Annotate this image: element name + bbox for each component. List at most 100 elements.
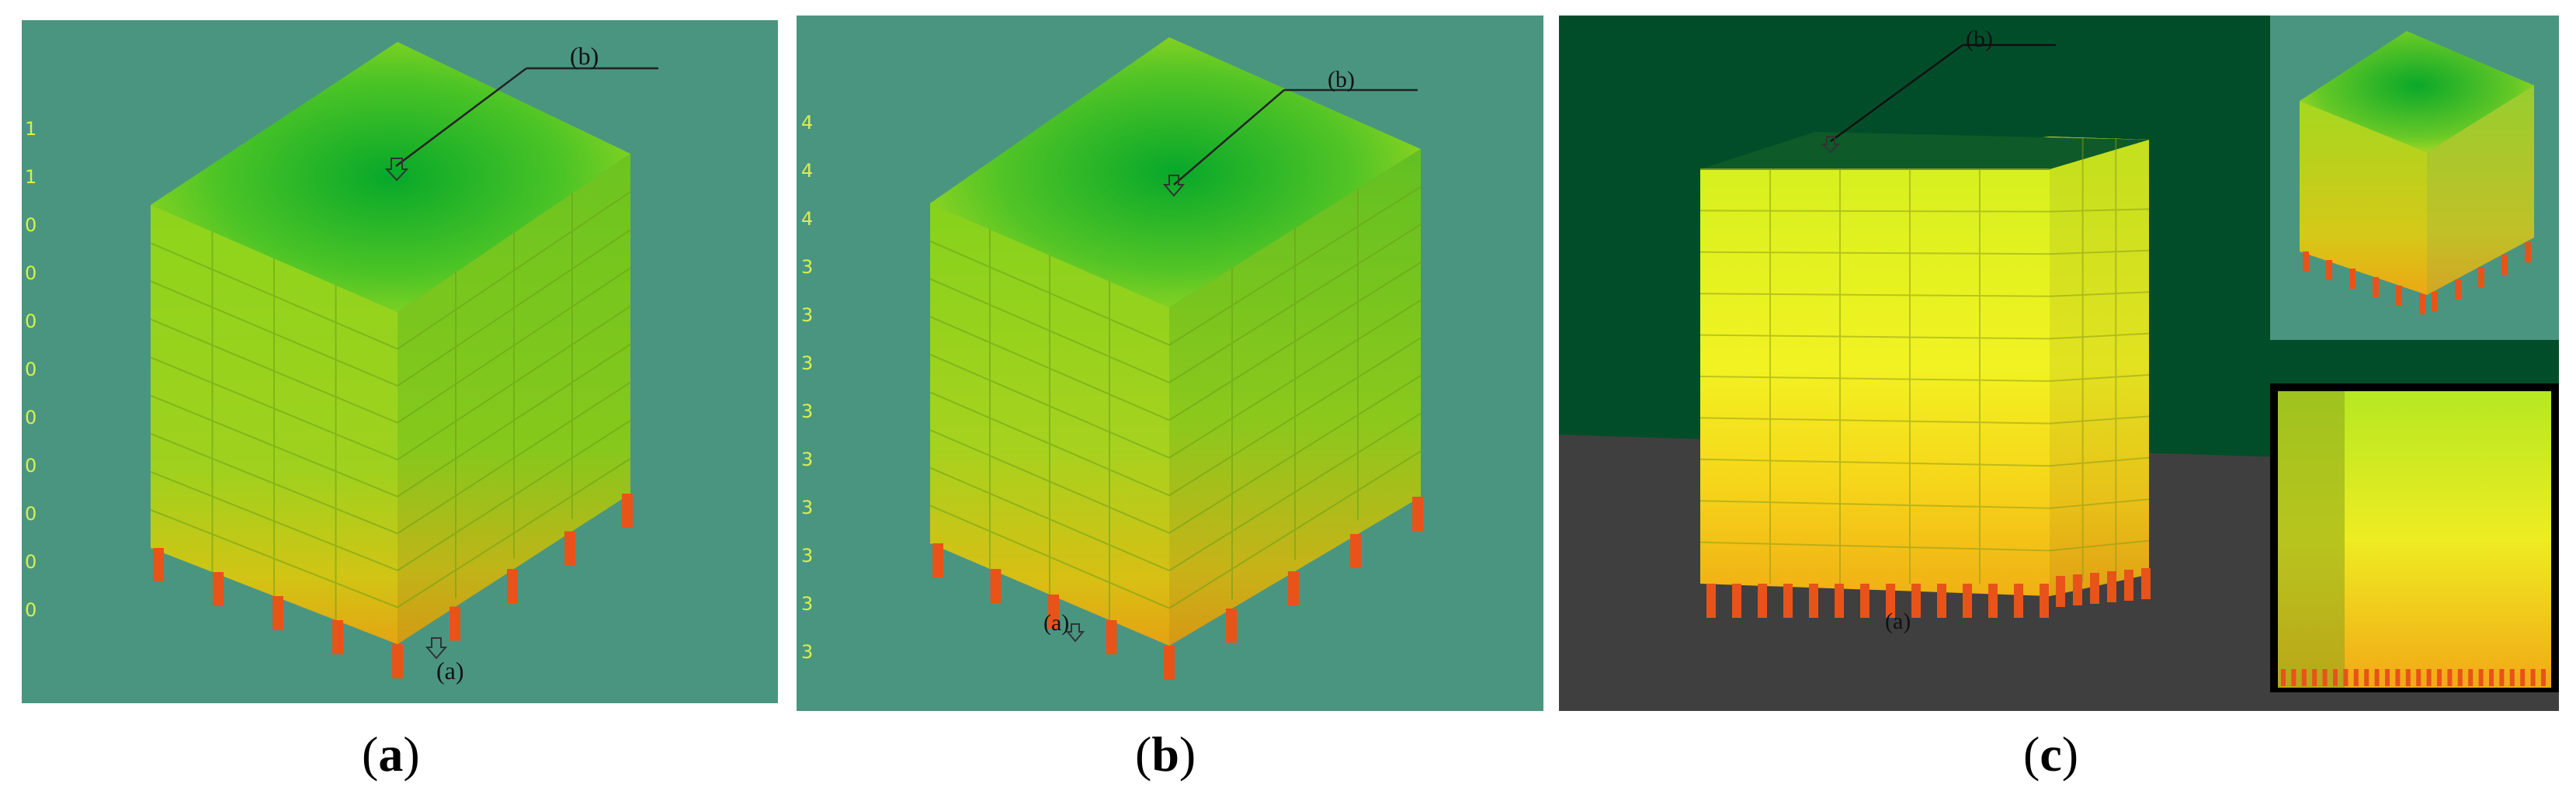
column bbox=[2509, 669, 2515, 686]
column bbox=[2499, 669, 2505, 686]
column bbox=[2520, 669, 2526, 686]
column bbox=[2373, 277, 2379, 297]
legend-tick-label: 3 bbox=[801, 593, 814, 615]
column bbox=[932, 543, 943, 577]
column bbox=[1048, 595, 1059, 629]
facade-grid-line bbox=[2049, 332, 2150, 340]
column bbox=[213, 572, 224, 606]
column bbox=[392, 644, 403, 678]
column bbox=[2530, 669, 2536, 686]
legend-tick-label: 0 bbox=[25, 455, 37, 477]
facade-grid-line bbox=[1699, 293, 2050, 297]
column bbox=[2457, 669, 2463, 686]
column bbox=[2416, 669, 2422, 686]
facade-grid-line bbox=[1699, 376, 2050, 382]
column bbox=[1886, 584, 1895, 618]
render-panel-b: (b) (a) 4 4 4 3 3 3 3 3 3 3 3 3 bbox=[797, 16, 1543, 711]
column bbox=[2333, 669, 2338, 686]
column bbox=[2014, 584, 2023, 618]
column bbox=[2541, 669, 2546, 686]
legend-tick-label: 0 bbox=[25, 214, 37, 236]
legend-tick-label: 0 bbox=[25, 407, 37, 428]
column bbox=[1860, 584, 1870, 618]
column bbox=[450, 606, 460, 641]
facade-grid-line bbox=[1699, 334, 2050, 340]
facade-grid-line bbox=[1699, 417, 2050, 425]
facade-grid-line bbox=[2049, 456, 2150, 467]
legend-tick-label: 0 bbox=[25, 551, 37, 573]
caption-a: (a) bbox=[362, 727, 420, 782]
column bbox=[2385, 669, 2390, 686]
column bbox=[2090, 573, 2099, 604]
legend-tick-label: 3 bbox=[801, 401, 814, 422]
column bbox=[2478, 267, 2484, 287]
column bbox=[2303, 251, 2309, 272]
building-render-b bbox=[929, 37, 1423, 680]
facade-grid-line bbox=[1699, 210, 2050, 213]
column bbox=[2124, 570, 2133, 601]
column bbox=[2107, 571, 2116, 602]
column bbox=[2040, 584, 2049, 618]
facade-grid-line bbox=[1699, 541, 2050, 552]
column bbox=[2322, 669, 2328, 686]
facade-grid-line bbox=[2049, 498, 2150, 509]
column bbox=[2396, 286, 2402, 306]
render-panel-c: (b) (a) bbox=[1559, 16, 2559, 711]
column bbox=[2343, 669, 2349, 686]
legend-tick-label: 3 bbox=[801, 449, 814, 470]
column bbox=[2281, 669, 2286, 686]
marker-b-label: (b) bbox=[1966, 26, 1993, 52]
render-panel-a: (b) (a) 1 1 0 0 0 0 0 0 0 0 0 bbox=[22, 20, 778, 703]
facade-grid-line bbox=[2049, 415, 2150, 425]
column bbox=[2426, 669, 2432, 686]
column bbox=[2455, 279, 2461, 300]
column bbox=[1809, 584, 1818, 618]
column bbox=[2478, 669, 2484, 686]
column bbox=[990, 569, 1002, 603]
column bbox=[1963, 584, 1972, 618]
marker-a-label: (a) bbox=[1043, 610, 1070, 636]
column bbox=[564, 531, 575, 566]
legend-tick-label: 0 bbox=[25, 599, 37, 621]
legend-tick-label: 4 bbox=[801, 160, 814, 182]
column bbox=[153, 548, 164, 582]
legend-tick-label: 0 bbox=[25, 310, 37, 332]
column bbox=[2349, 269, 2356, 289]
marker-b-label: (b) bbox=[1328, 67, 1355, 92]
column bbox=[1937, 584, 1946, 618]
column bbox=[2437, 669, 2442, 686]
column bbox=[1226, 609, 1237, 643]
facade-grid-line bbox=[1699, 500, 2050, 509]
legend-tick-label: 0 bbox=[25, 262, 37, 284]
column bbox=[507, 569, 518, 603]
legend-tick-label: 3 bbox=[801, 256, 814, 278]
legend-tick-label: 0 bbox=[25, 359, 37, 380]
caption-c: (c) bbox=[2023, 727, 2079, 782]
caption-b: (b) bbox=[1135, 727, 1196, 782]
column bbox=[1758, 584, 1767, 618]
column bbox=[2525, 242, 2531, 262]
column bbox=[1988, 584, 1998, 618]
column bbox=[1783, 584, 1793, 618]
facade-grid-line bbox=[2049, 249, 2150, 255]
column bbox=[1911, 584, 1921, 618]
column bbox=[2056, 576, 2065, 607]
marker-a-label: (a) bbox=[436, 657, 464, 685]
column bbox=[2489, 669, 2494, 686]
facade-grid-line bbox=[2049, 291, 2150, 297]
column bbox=[2432, 292, 2438, 312]
marker-a-label: (a) bbox=[1885, 609, 1911, 634]
column bbox=[1706, 584, 1716, 618]
column bbox=[1732, 584, 1741, 618]
legend-tick-label: 0 bbox=[25, 503, 37, 525]
column bbox=[2501, 255, 2508, 275]
column bbox=[2468, 669, 2474, 686]
column bbox=[1288, 571, 1299, 605]
facade-grid-line bbox=[1699, 251, 2050, 255]
legend-tick-label: 1 bbox=[25, 166, 37, 188]
column bbox=[1835, 584, 1844, 618]
facade-grid-line bbox=[2049, 208, 2150, 213]
column bbox=[2312, 669, 2317, 686]
building-render-c bbox=[1559, 16, 2559, 711]
facade-grid-line bbox=[2049, 539, 2150, 552]
